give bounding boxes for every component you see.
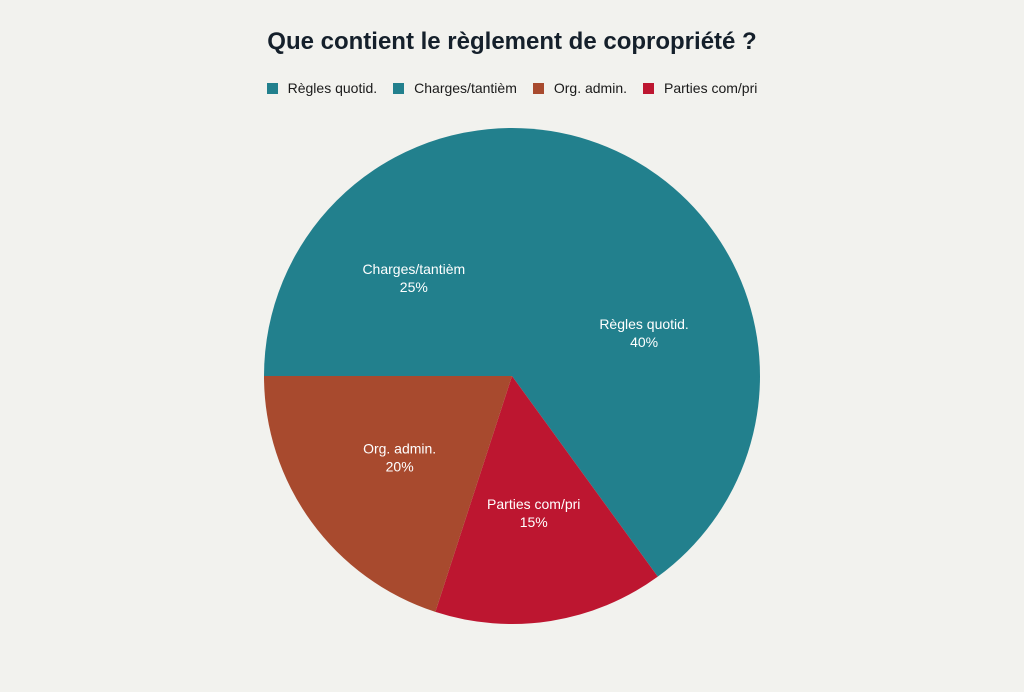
- legend-swatch: [643, 82, 654, 94]
- slice-percent-label: 40%: [630, 334, 658, 350]
- legend-swatch: [532, 82, 544, 94]
- legend-swatch: [266, 82, 278, 94]
- slice-percent-label: 25%: [400, 279, 428, 295]
- slice-label: Parties com/pri: [487, 496, 580, 512]
- legend-item-parties: Parties com/pri: [643, 80, 757, 96]
- legend-item-regles: Règles quotid.: [266, 80, 378, 96]
- pie-slice-r-gles-quotid: [512, 128, 760, 577]
- slice-label: Charges/tantièm: [362, 261, 465, 277]
- legend-label: Org. admin.: [553, 80, 627, 96]
- slice-label: Org. admin.: [363, 441, 436, 457]
- slice-percent-label: 20%: [386, 459, 414, 475]
- slice-percent-label: 15%: [520, 514, 548, 530]
- legend-label: Règles quotid.: [287, 80, 378, 96]
- pie-slice-org-admin: [264, 376, 512, 612]
- legend-item-org-admin: Org. admin.: [532, 80, 627, 96]
- legend: Règles quotid. Charges/tantièm Org. admi…: [0, 80, 1024, 96]
- pie-slice-parties-com-pri: [435, 376, 658, 624]
- slice-label: Règles quotid.: [599, 316, 689, 332]
- legend-item-charges: Charges/tantièm: [393, 80, 517, 96]
- chart-title: Que contient le règlement de copropriété…: [267, 28, 757, 55]
- legend-label: Charges/tantièm: [414, 80, 517, 96]
- pie-slice-charges-tanti-m: [264, 128, 512, 376]
- legend-label: Parties com/pri: [664, 80, 758, 96]
- legend-swatch: [393, 82, 405, 94]
